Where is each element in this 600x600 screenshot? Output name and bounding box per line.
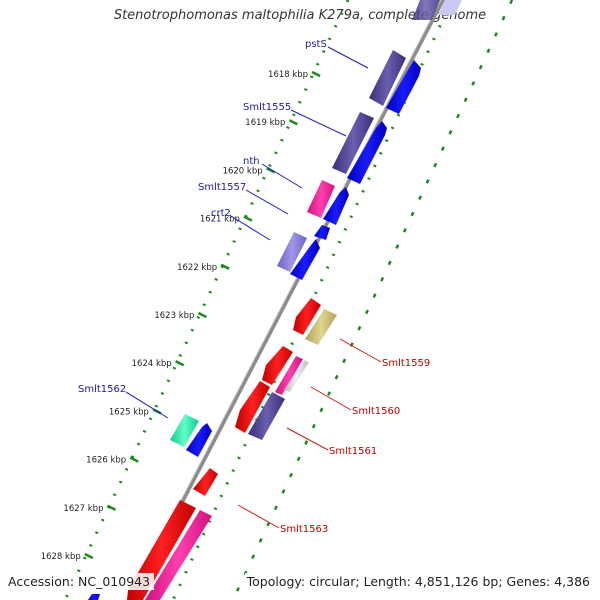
gene-top-lavender[interactable] (438, 0, 462, 15)
tick-mark (288, 119, 298, 126)
gene-psts-blue[interactable] (386, 60, 421, 114)
gene-label-smlt1559[interactable]: Smlt1559 (382, 358, 430, 369)
tick-mark (106, 504, 117, 511)
gc-dotted-track-outer-left (63, 0, 350, 600)
gene-crt2-blue-small[interactable] (314, 225, 330, 240)
gene-nth-magenta[interactable] (307, 180, 335, 218)
gene-smlt1557-blue[interactable] (323, 187, 349, 225)
tick-label: 1618 kbp (268, 70, 308, 80)
tick-mark (243, 215, 253, 222)
tick-mark (197, 311, 207, 319)
gene-bottom-blue[interactable] (88, 594, 100, 600)
gene-label-smlt1562[interactable]: Smlt1562 (78, 384, 126, 395)
tick-label: 1626 kbp (86, 456, 126, 466)
leader-crt2 (230, 215, 271, 241)
tick-label: 1627 kbp (63, 504, 103, 514)
tick-label: 1621 kbp (200, 215, 240, 225)
gene-smlt1555-slate[interactable] (332, 112, 374, 174)
gene-smlt1560-magenta[interactable] (275, 356, 303, 395)
gene-label-smlt1561[interactable]: Smlt1561 (329, 446, 377, 457)
topology-text: Topology: circular; Length: 4,851,126 bp… (244, 573, 592, 590)
map-title: Stenotrophomonas maltophilia K279a, comp… (113, 8, 487, 23)
tick-label: 1628 kbp (41, 552, 81, 562)
gene-label-smlt1560[interactable]: Smlt1560 (352, 406, 400, 417)
gene-crt2-lavender[interactable] (277, 232, 307, 272)
leader-psts (327, 46, 369, 69)
leader-smlt1559 (339, 338, 382, 363)
leader-smlt1557 (245, 189, 289, 215)
gene-label-crt2[interactable]: crt2 (211, 208, 231, 219)
gene-smlt1555-blue[interactable] (347, 121, 387, 184)
tick-mark (129, 456, 139, 463)
gene-smlt1559-red[interactable] (293, 298, 321, 335)
gene-smlt1562-blue[interactable] (186, 423, 212, 457)
gene-psts-slate[interactable] (369, 50, 406, 106)
tick-mark (220, 263, 230, 270)
tick-mark (311, 70, 321, 78)
gene-smlt1559-olive[interactable] (305, 309, 337, 345)
gene-label-psts[interactable]: pstS (305, 39, 327, 50)
tick-label: 1620 kbp (223, 166, 263, 176)
tick-mark (84, 552, 94, 560)
gene-smlt1561-red[interactable] (235, 381, 270, 433)
tick-group: 1618 kbp 1619 kbp 1620 kbp 1621 kbp 1622 kbp… (41, 70, 321, 562)
gene-label-smlt1563[interactable]: Smlt1563 (280, 524, 328, 535)
gene-crt2-blue[interactable] (290, 239, 320, 280)
leader-smlt1562 (125, 391, 169, 419)
tick-label: 1623 kbp (154, 311, 194, 321)
gene-smlt1560-grey[interactable] (284, 360, 309, 392)
gene-label-smlt1557[interactable]: Smlt1557 (198, 182, 246, 193)
tick-label: 1624 kbp (132, 359, 172, 369)
gene-label-leaders (125, 46, 382, 529)
gene-smlt1563-red-small[interactable] (193, 468, 218, 496)
tick-label: 1619 kbp (245, 118, 285, 128)
tick-label: 1625 kbp (109, 407, 149, 417)
tick-mark (266, 167, 276, 174)
gene-label-nth[interactable]: nth (243, 156, 260, 167)
leader-smlt1563 (237, 504, 280, 529)
leader-smlt1561 (286, 427, 329, 451)
gene-top-grey[interactable] (412, 0, 440, 20)
gene-smlt1561-slate[interactable] (248, 392, 285, 440)
tick-mark (175, 360, 185, 367)
gene-smlt1563-magenta[interactable] (145, 510, 212, 600)
leader-smlt1560 (310, 386, 352, 411)
gene-smlt1560-red[interactable] (262, 346, 293, 385)
leader-nth (261, 163, 303, 189)
leader-smlt1555 (290, 109, 347, 137)
gene-label-smlt1555[interactable]: Smlt1555 (243, 102, 291, 113)
accession-text: Accession: NC_010943 (4, 573, 155, 590)
gc-dashed-track-far-right (231, 0, 514, 600)
tick-label: 1622 kbp (177, 263, 217, 273)
gene-smlt1562-teal[interactable] (170, 414, 199, 447)
